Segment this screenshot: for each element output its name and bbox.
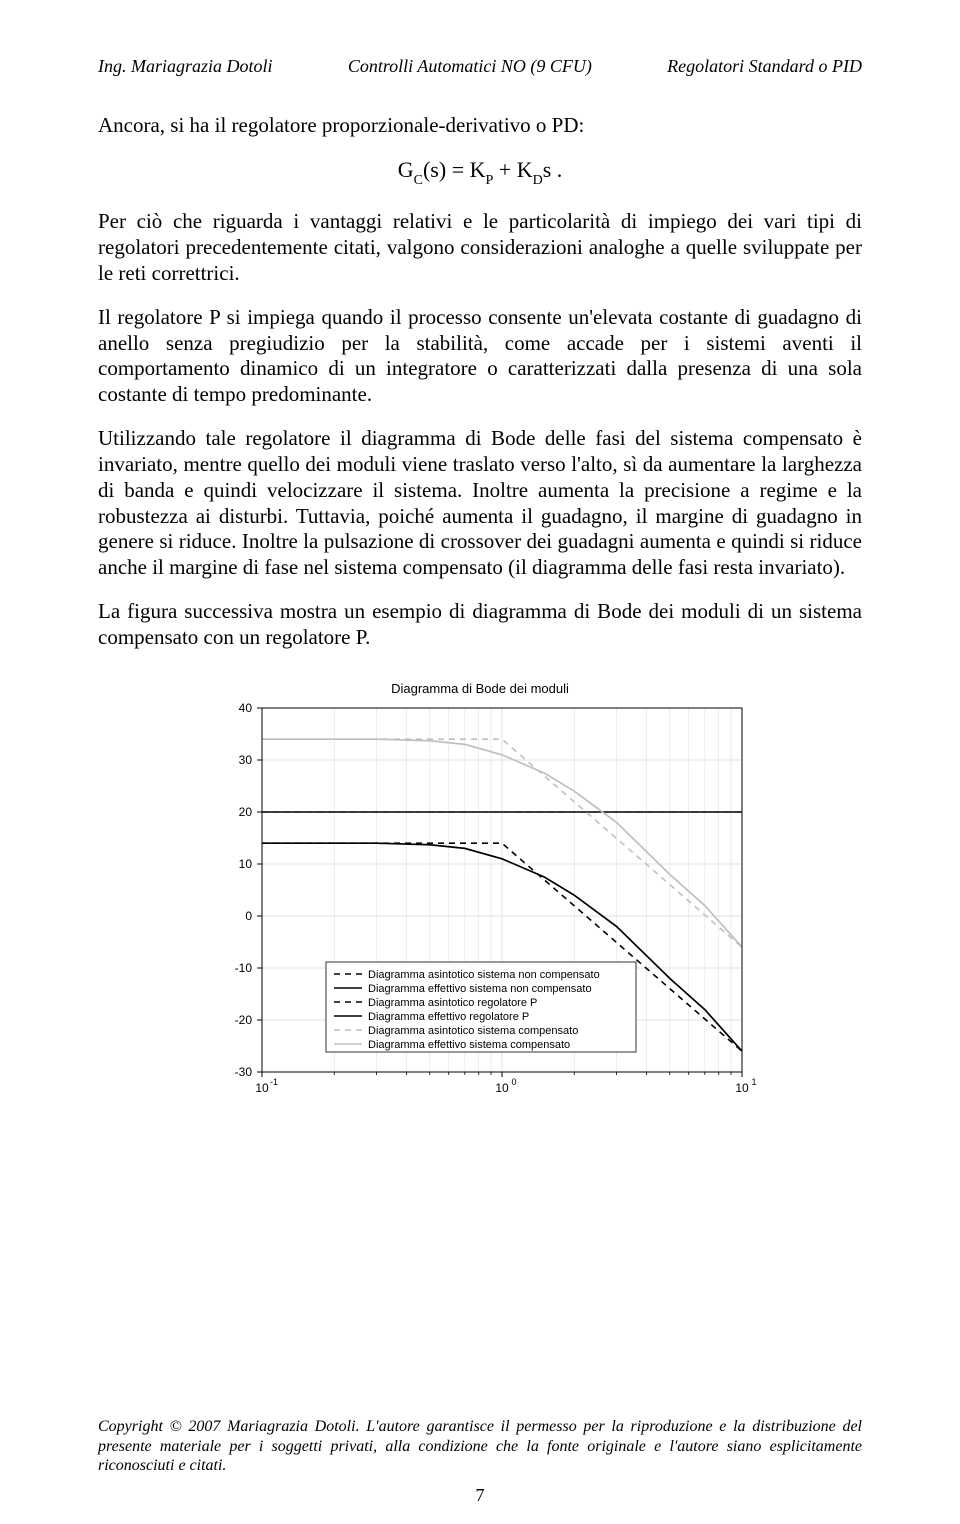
svg-text:1: 1 — [751, 1077, 756, 1087]
copyright-footer: Copyright © 2007 Mariagrazia Dotoli. L'a… — [98, 1417, 862, 1476]
svg-text:40: 40 — [239, 701, 253, 715]
header-center: Controlli Automatici NO (9 CFU) — [348, 56, 592, 77]
svg-text:-1: -1 — [270, 1077, 278, 1087]
svg-text:0: 0 — [511, 1077, 516, 1087]
svg-text:Diagramma asintotico sistema c: Diagramma asintotico sistema compensato — [368, 1025, 578, 1037]
paragraph-intro: Ancora, si ha il regolatore proporzional… — [98, 113, 862, 139]
paragraph-5: La figura successiva mostra un esempio d… — [98, 599, 862, 651]
formula-sym: + K — [493, 157, 532, 182]
formula-sub: D — [533, 173, 543, 188]
page-number: 7 — [0, 1485, 960, 1506]
chart-title: Diagramma di Bode dei moduli — [200, 681, 760, 696]
svg-text:-10: -10 — [235, 961, 253, 975]
svg-text:30: 30 — [239, 753, 253, 767]
svg-text:Diagramma effettivo regolatore: Diagramma effettivo regolatore P — [368, 1011, 529, 1023]
formula-sub: P — [485, 173, 493, 188]
paragraph-3: Il regolatore P si impiega quando il pro… — [98, 305, 862, 408]
formula-sym: G — [398, 157, 414, 182]
svg-text:-30: -30 — [235, 1065, 253, 1079]
bode-chart-container: Diagramma di Bode dei moduli -30-20-1001… — [200, 681, 760, 1110]
svg-text:10: 10 — [239, 857, 253, 871]
formula-sym: s . — [543, 157, 563, 182]
svg-text:10: 10 — [735, 1081, 749, 1095]
formula-pd: GC(s) = KP + KDs . — [98, 157, 862, 187]
paragraph-2: Per ciò che riguarda i vantaggi relativi… — [98, 209, 862, 286]
svg-text:10: 10 — [495, 1081, 509, 1095]
svg-text:-20: -20 — [235, 1013, 253, 1027]
paragraph-4: Utilizzando tale regolatore il diagramma… — [98, 426, 862, 581]
bode-chart: -30-20-1001020304010-1100101Diagramma as… — [200, 700, 760, 1110]
formula-sym: (s) — [423, 157, 446, 182]
svg-text:20: 20 — [239, 805, 253, 819]
svg-text:Diagramma asintotico regolator: Diagramma asintotico regolatore P — [368, 997, 537, 1009]
svg-text:Diagramma asintotico sistema n: Diagramma asintotico sistema non compens… — [368, 969, 600, 981]
header-left: Ing. Mariagrazia Dotoli — [98, 56, 273, 77]
svg-text:0: 0 — [245, 909, 252, 923]
svg-text:10: 10 — [255, 1081, 269, 1095]
formula-sym: = K — [446, 157, 485, 182]
svg-text:Diagramma effettivo sistema no: Diagramma effettivo sistema non compensa… — [368, 983, 592, 995]
page-header: Ing. Mariagrazia Dotoli Controlli Automa… — [98, 56, 862, 77]
svg-text:Diagramma effettivo sistema co: Diagramma effettivo sistema compensato — [368, 1039, 570, 1051]
header-right: Regolatori Standard o PID — [667, 56, 862, 77]
formula-sub: C — [414, 173, 423, 188]
